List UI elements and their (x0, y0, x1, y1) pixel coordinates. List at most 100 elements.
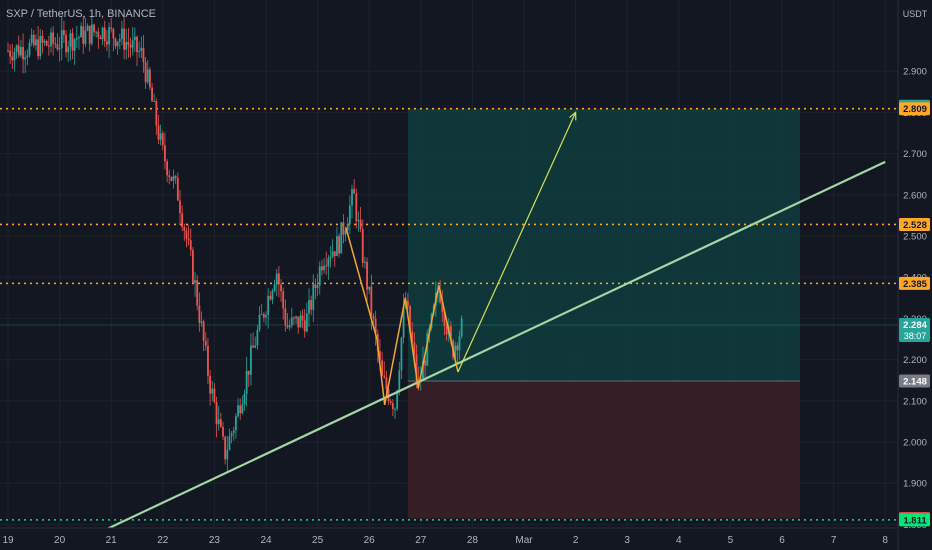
candle-body (112, 28, 115, 39)
time-tick-label: 22 (157, 535, 169, 546)
candle-body (82, 26, 85, 44)
candle-body (342, 222, 345, 235)
candle-body (258, 314, 261, 330)
candle-body (443, 312, 446, 327)
candle-body (282, 291, 285, 309)
candle-body (142, 47, 145, 63)
candle-body (43, 40, 46, 43)
candle-body (217, 419, 220, 425)
candle-body (35, 39, 37, 46)
candle-body (224, 436, 227, 460)
candle-body (235, 416, 237, 431)
candle-body (127, 42, 130, 45)
candle-body (140, 47, 143, 51)
candle-body (108, 27, 110, 45)
candle-body (88, 25, 91, 44)
candle-body (123, 28, 125, 50)
candle-body (323, 265, 325, 271)
candle-body (146, 69, 149, 83)
time-axis: 19 20 21 22 23 24 25 26 27 28 Mar 2 3 4 5 6 7 8 (0, 527, 932, 550)
candle-body (391, 403, 394, 410)
candle-body (99, 37, 102, 40)
price-axis: USDT2.9002.8002.7002.6002.5002.4002.3002… (897, 0, 932, 550)
candle-body (312, 284, 315, 310)
candle-body (301, 315, 304, 321)
candle-body (189, 240, 192, 251)
candle-body (47, 45, 50, 47)
candle-body (407, 300, 409, 306)
candle-body (458, 336, 461, 351)
candle-body (381, 360, 383, 376)
candle-body (254, 345, 257, 348)
candle-body (131, 40, 134, 48)
candle-body (288, 325, 291, 328)
candle-body (39, 35, 42, 57)
candle-body (269, 295, 272, 300)
candle-body (164, 145, 166, 162)
candle-body (174, 176, 177, 179)
candle-body (168, 175, 171, 177)
time-tick-label: 2 (573, 535, 579, 546)
candle-body (93, 24, 95, 33)
candle-body (308, 300, 310, 314)
candle-body (75, 38, 78, 40)
candle-body (172, 176, 175, 181)
candle-body (290, 317, 293, 326)
candle-body (170, 176, 173, 181)
time-tick-label: 8 (882, 535, 888, 546)
candle-body (181, 213, 184, 228)
bar-countdown: 38:07 (904, 331, 927, 341)
candle-body (398, 370, 401, 391)
candle-body (185, 230, 188, 239)
candle-body (385, 377, 388, 390)
candle-body (101, 27, 104, 40)
candle-body (295, 316, 297, 319)
candle-body (351, 189, 353, 206)
candle-body (161, 133, 164, 146)
time-tick-label: 21 (106, 535, 118, 546)
candle-body (303, 320, 306, 332)
candle-body (445, 326, 448, 335)
candle-body (366, 261, 368, 290)
ticker-title[interactable]: SXP / TetherUS, 1h, BINANCE (6, 8, 156, 20)
price-axis-bg (898, 0, 932, 550)
candle-body (136, 36, 138, 53)
candle-body (73, 39, 76, 51)
candle-body (305, 313, 308, 332)
candle-body (273, 284, 276, 291)
candle-body (86, 25, 89, 31)
candle-body (344, 230, 347, 235)
candle-body (450, 326, 452, 341)
candle-body (333, 251, 336, 257)
time-tick-label: 3 (624, 535, 630, 546)
candle-body (239, 405, 242, 414)
time-tick-label: 27 (415, 535, 427, 546)
candle-body (110, 27, 113, 29)
candle-body (355, 193, 358, 222)
candle-body (84, 30, 87, 44)
candle-body (396, 390, 399, 409)
candle-body (379, 351, 381, 361)
candle-body (24, 57, 27, 60)
candle-body (441, 302, 444, 313)
candle-body (97, 31, 100, 38)
candle-body (241, 404, 244, 414)
candle-body (413, 342, 416, 355)
candle-body (17, 45, 20, 56)
time-tick-label: 28 (467, 535, 479, 546)
candle-body (280, 284, 282, 292)
candle-body (415, 354, 418, 380)
candle-body (417, 379, 420, 381)
candle-body (222, 426, 224, 437)
candle-body (252, 345, 254, 348)
time-tick-label: 7 (831, 535, 837, 546)
candle-body (237, 405, 239, 417)
candle-body (389, 401, 392, 404)
candle-body (359, 219, 362, 230)
candle-body (422, 360, 424, 379)
candle-body (219, 419, 222, 427)
candle-body (20, 47, 22, 56)
candle-body (65, 34, 67, 53)
price-tag-label: 2.148 (903, 377, 927, 388)
